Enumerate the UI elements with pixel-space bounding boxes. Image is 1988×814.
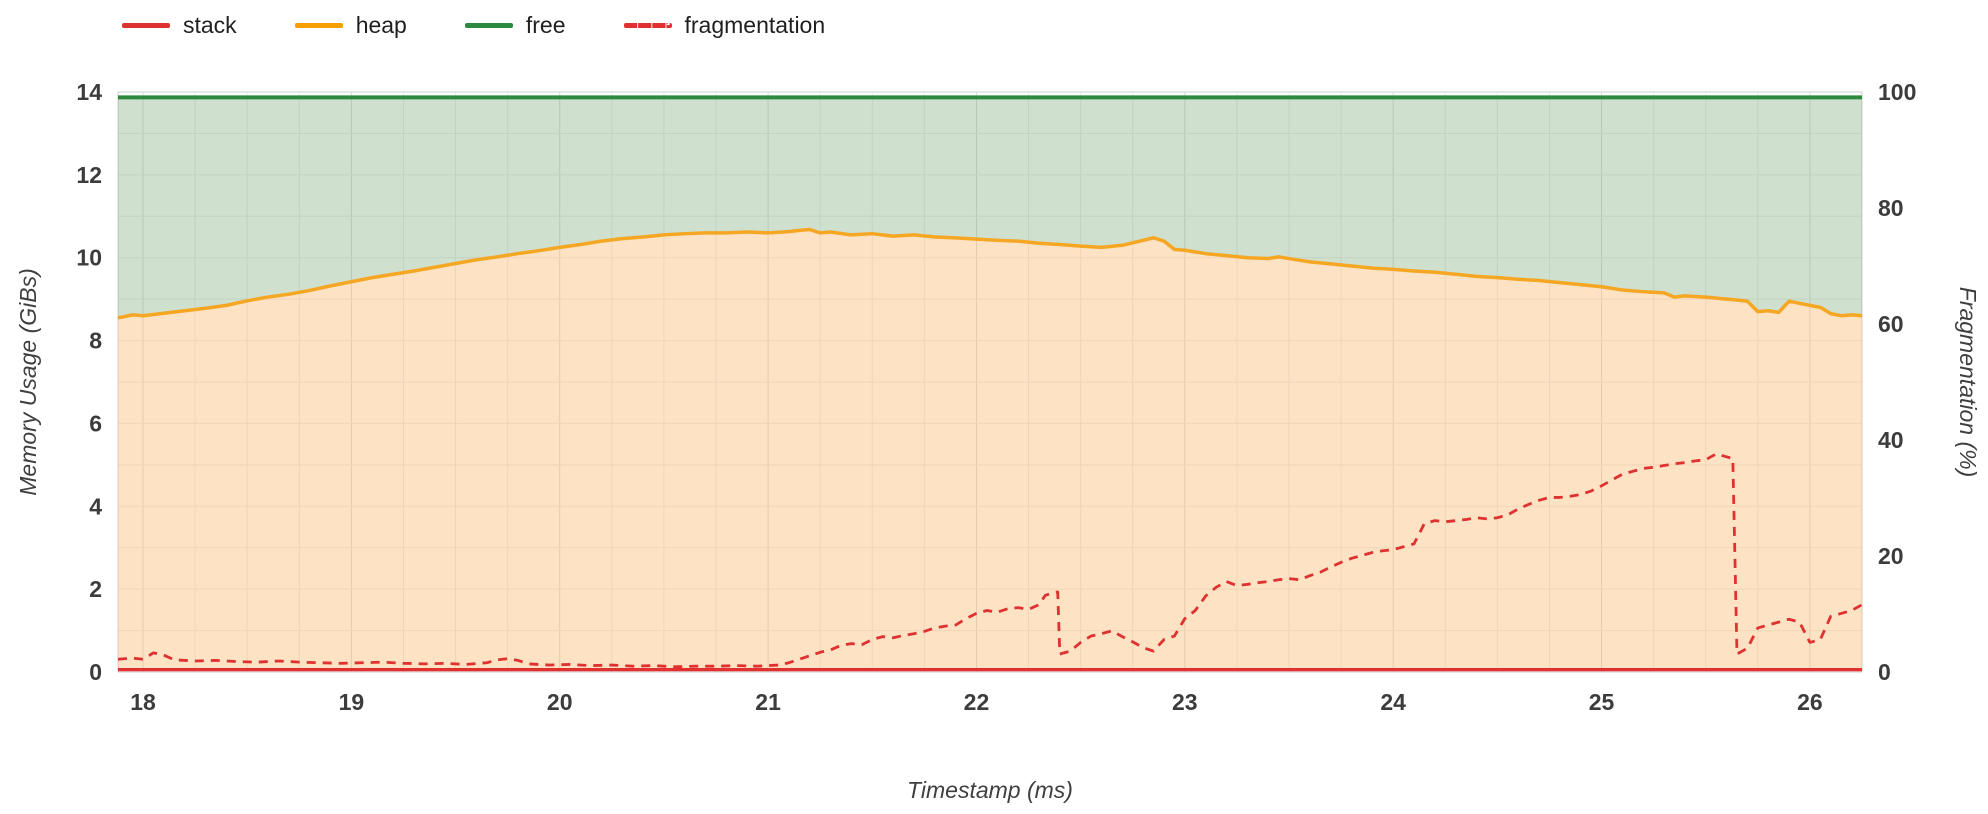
left-y-tick-label: 8 [89,328,102,354]
stack-line-swatch-icon [122,23,170,28]
left-y-axis-title: Memory Usage (GiBs) [15,268,41,495]
heap-line-swatch-icon [294,23,343,28]
x-tick-label: 23 [1172,689,1198,715]
left-y-tick-label: 6 [89,410,102,436]
legend-label-heap: heap [355,12,407,38]
legend-item-stack: stack [122,12,237,39]
left-y-tick-label: 12 [76,162,102,188]
x-axis-title: Timestamp (ms) [907,777,1073,803]
right-y-tick-label: 40 [1878,427,1904,453]
area-fills [118,97,1862,672]
right-y-axis-title: Fragmentation (%) [1955,287,1981,477]
legend-item-free: free [464,12,566,39]
left-y-tick-label: 14 [76,79,102,105]
right-y-tick-label: 80 [1878,195,1904,221]
legend-item-heap: heap [294,12,407,39]
right-y-tick-label: 100 [1878,79,1916,105]
gridlines [117,91,1863,673]
legend-label-fragmentation: fragmentation [684,12,826,38]
fragmentation-dashed-line-swatch-icon [623,23,672,28]
x-tick-label: 24 [1380,689,1406,715]
left-y-tick-label: 10 [76,245,102,271]
left-y-tick-label: 4 [89,493,102,519]
legend-label-free: free [525,12,566,38]
right-y-tick-label: 0 [1878,659,1891,685]
legend-item-fragmentation: fragmentation [623,12,826,39]
x-tick-label: 18 [130,689,156,715]
right-y-tick-label: 20 [1878,543,1904,569]
x-tick-label: 26 [1797,689,1823,715]
free-line-swatch-icon [464,23,513,28]
x-tick-label: 19 [339,689,365,715]
x-tick-label: 20 [547,689,573,715]
left-y-tick-label: 0 [89,659,102,685]
x-tick-label: 21 [755,689,781,715]
legend-label-stack: stack [183,12,237,38]
x-tick-label: 25 [1589,689,1615,715]
chart-legend: stack heap free fragmentation [122,12,825,39]
x-tick-label: 22 [964,689,990,715]
left-y-tick-label: 2 [89,576,102,602]
right-y-tick-label: 60 [1878,311,1904,337]
tick-labels: 18 19 20 21 22 23 24 25 260246810121402040608010… [76,79,1916,715]
series-lines [117,95,1863,672]
